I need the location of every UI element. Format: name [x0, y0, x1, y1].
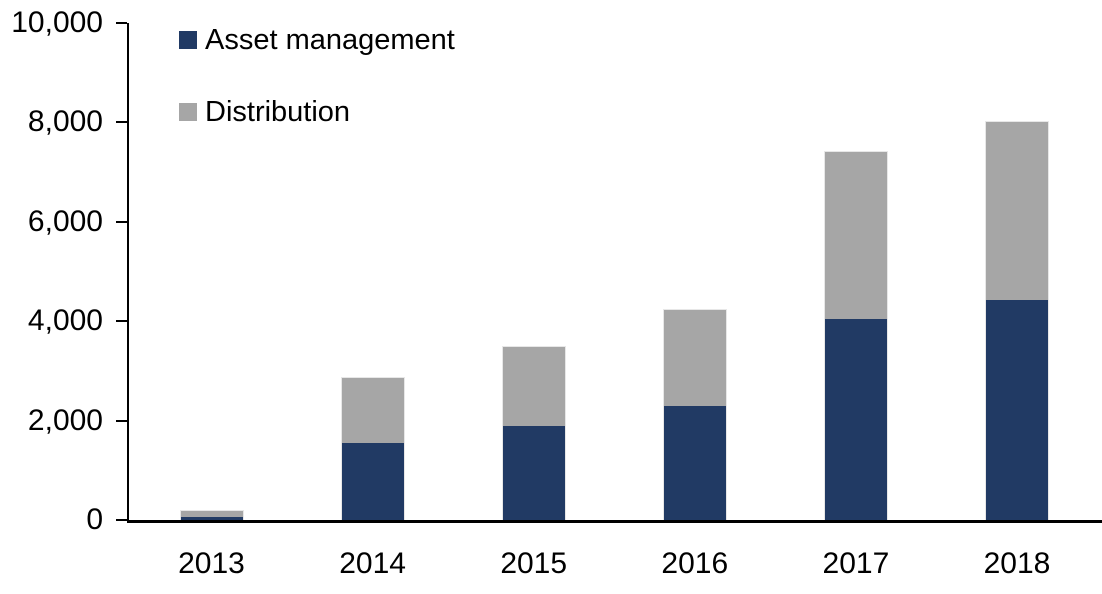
bar-segment-2018-distribution	[986, 122, 1048, 300]
bar-2015	[501, 346, 566, 520]
bar-segment-2016-distribution	[663, 309, 726, 407]
y-tick-label: 4,000	[27, 304, 103, 338]
x-tick-label-2015: 2015	[500, 547, 568, 580]
plot-area	[116, 22, 1102, 523]
bar-segment-2015-distribution	[502, 347, 565, 427]
bar-segment-2017-distribution	[824, 152, 887, 320]
legend-swatch-asset-management	[179, 31, 197, 49]
bar-segment-2016-asset-management	[663, 406, 726, 520]
y-tick-mark	[116, 320, 127, 323]
y-tick-mark	[116, 121, 127, 124]
y-tick-mark	[116, 419, 127, 422]
legend-label-asset-management: Asset management	[205, 24, 455, 56]
x-tick-label-2018: 2018	[983, 547, 1051, 580]
y-tick-mark	[116, 519, 127, 521]
bar-segment-2015-asset-management	[502, 426, 565, 520]
y-tick-label: 6,000	[27, 204, 103, 238]
x-tick-label-2017: 2017	[822, 547, 890, 580]
y-tick-label: 0	[86, 503, 103, 536]
y-tick-label: 2,000	[27, 403, 103, 437]
legend-item-asset-management: Asset management	[179, 22, 455, 58]
y-tick-mark	[116, 22, 127, 24]
y-tick-mark	[116, 220, 127, 223]
legend: Asset management Distribution	[179, 22, 455, 130]
bar-2014	[340, 377, 405, 520]
x-tick-label-2013: 2013	[178, 547, 245, 580]
x-tick-label-2014: 2014	[339, 547, 406, 580]
legend-label-distribution: Distribution	[205, 96, 351, 128]
bar-segment-2018-asset-management	[986, 299, 1048, 520]
bar-segment-2013-asset-management	[180, 516, 243, 520]
bar-2018	[985, 121, 1049, 520]
bar-segment-2014-distribution	[341, 378, 404, 444]
bar-2017	[823, 151, 888, 520]
bar-segment-2013-distribution	[180, 511, 243, 517]
bar-segment-2017-asset-management	[824, 319, 887, 520]
y-tick-label: 10,000	[11, 6, 103, 39]
legend-swatch-distribution	[179, 103, 197, 121]
bar-2013	[179, 510, 244, 520]
bar-2016	[662, 308, 727, 520]
y-tick-label: 8,000	[27, 105, 103, 139]
legend-item-distribution: Distribution	[179, 94, 455, 130]
bar-segment-2014-asset-management	[341, 443, 404, 520]
x-tick-label-2016: 2016	[661, 547, 729, 580]
